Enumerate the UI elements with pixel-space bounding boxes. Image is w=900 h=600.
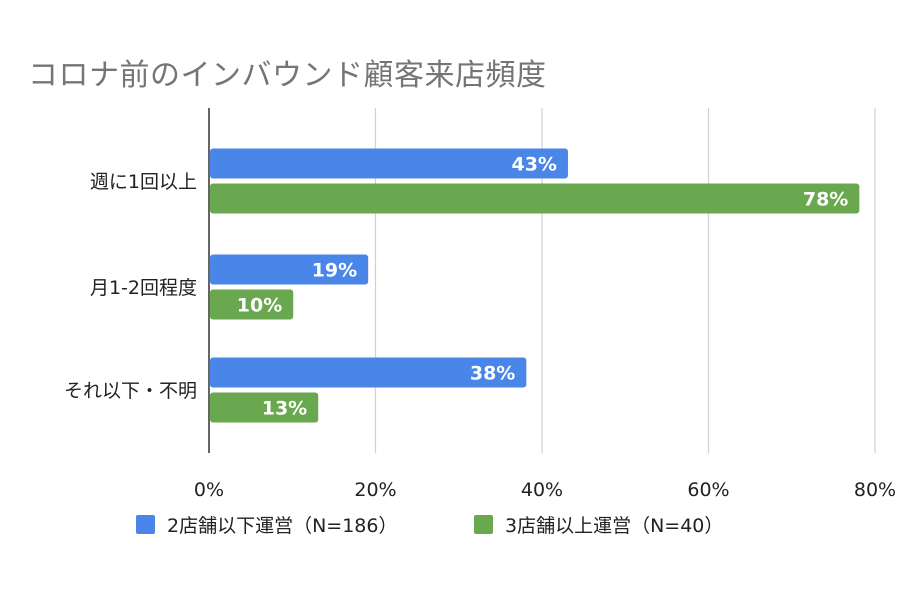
x-tick-label: 60% xyxy=(687,479,729,501)
data-label: 13% xyxy=(262,398,307,420)
x-tick-label: 20% xyxy=(354,479,396,501)
data-label: 19% xyxy=(312,260,357,282)
x-tick-label: 80% xyxy=(854,479,896,501)
category-label: それ以下・不明 xyxy=(64,380,197,402)
x-tick-label: 0% xyxy=(194,479,224,501)
chart-title: コロナ前のインバウンド顧客来店頻度 xyxy=(28,58,547,93)
legend-item-series-1[interactable]: 2店舗以下運営（N=186） xyxy=(136,511,398,538)
legend-item-series-2[interactable]: 3店舗以上運営（N=40） xyxy=(474,511,723,538)
legend-label-series-2: 3店舗以上運営（N=40） xyxy=(505,515,724,537)
legend: 2店舗以下運営（N=186） 3店舗以上運営（N=40） xyxy=(0,511,900,541)
data-label: 43% xyxy=(511,154,556,176)
x-tick-label: 40% xyxy=(521,479,563,501)
data-label: 10% xyxy=(237,295,282,317)
bar-series-2[interactable] xyxy=(210,289,294,320)
bar-series-2[interactable] xyxy=(210,183,860,214)
data-label: 38% xyxy=(470,363,515,385)
bar-series-2[interactable] xyxy=(210,392,319,423)
bar-series-1[interactable] xyxy=(210,254,369,285)
bar-series-1[interactable] xyxy=(210,148,568,179)
data-label: 78% xyxy=(803,189,848,211)
legend-swatch-series-2 xyxy=(474,515,493,534)
legend-swatch-series-1 xyxy=(136,515,155,534)
legend-label-series-1: 2店舗以下運営（N=186） xyxy=(167,515,398,537)
bar-series-1[interactable] xyxy=(210,357,527,388)
category-label: 月1-2回程度 xyxy=(90,277,197,299)
category-label: 週に1回以上 xyxy=(90,171,197,193)
